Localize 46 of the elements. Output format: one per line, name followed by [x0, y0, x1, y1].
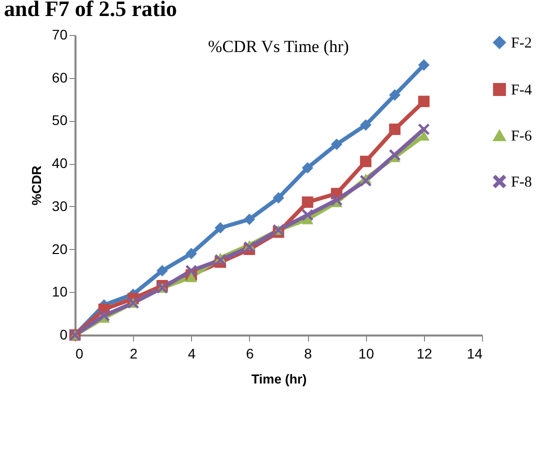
point [418, 124, 430, 135]
point [330, 138, 342, 150]
point [389, 89, 400, 101]
y-tick-label: 50 [52, 112, 68, 128]
point [244, 241, 256, 253]
y-tick-label: 70 [52, 26, 68, 42]
point [302, 196, 314, 208]
point [214, 222, 226, 234]
x-tick-label: 4 [188, 346, 196, 362]
x-tick-label: 2 [130, 346, 138, 362]
legend-label: F-2 [511, 36, 532, 52]
x-tick-label: 12 [416, 346, 432, 362]
point [302, 209, 314, 221]
x-tick-label: 6 [246, 346, 254, 362]
point [418, 96, 430, 108]
point [302, 162, 314, 174]
point [418, 59, 430, 71]
point [244, 214, 256, 225]
point [98, 310, 110, 322]
x-tick-label: 0 [76, 346, 84, 362]
point [186, 272, 197, 282]
x-tick-label: 8 [304, 346, 312, 362]
point [360, 156, 372, 168]
point [272, 192, 284, 204]
point [389, 124, 400, 135]
x-tick-label: 14 [466, 346, 483, 362]
point [360, 119, 372, 131]
legend-label: F-4 [511, 82, 532, 98]
y-tick-label: 30 [52, 198, 68, 214]
point [186, 248, 197, 260]
y-tick-label: 40 [52, 155, 68, 172]
y-tick-label: 60 [52, 69, 68, 86]
point [156, 265, 168, 276]
y-tick-label: 0 [60, 326, 68, 342]
x-tick-label: 10 [358, 346, 374, 362]
text: and F7 of 2.5 ratio [3, 0, 178, 22]
point [330, 194, 342, 206]
y-tick-label: 20 [52, 240, 68, 257]
point [360, 175, 372, 186]
chart-title: %CDR Vs Time (hr) [208, 37, 349, 56]
point [186, 265, 197, 276]
legend-label: F-8 [511, 174, 532, 190]
y-axis-title: %CDR [28, 165, 44, 206]
x-axis-title: Time (hr) [251, 372, 307, 386]
y-tick-label: 10 [52, 284, 68, 300]
legend-label: F-6 [511, 128, 532, 144]
